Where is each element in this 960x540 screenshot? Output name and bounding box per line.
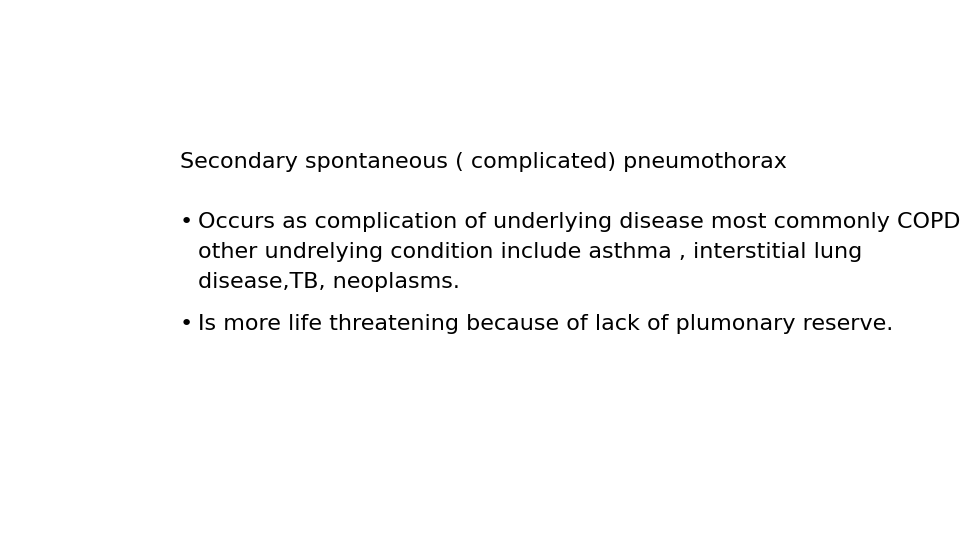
Text: Occurs as complication of underlying disease most commonly COPD ,: Occurs as complication of underlying dis… [198,212,960,232]
Text: Is more life threatening because of lack of plumonary reserve.: Is more life threatening because of lack… [198,314,894,334]
Text: •: • [180,314,193,334]
Text: disease,TB, neoplasms.: disease,TB, neoplasms. [198,272,460,292]
Text: Secondary spontaneous ( complicated) pneumothorax: Secondary spontaneous ( complicated) pne… [180,152,786,172]
Text: other undrelying condition include asthma , interstitial lung: other undrelying condition include asthm… [198,242,862,262]
Text: •: • [180,212,193,232]
